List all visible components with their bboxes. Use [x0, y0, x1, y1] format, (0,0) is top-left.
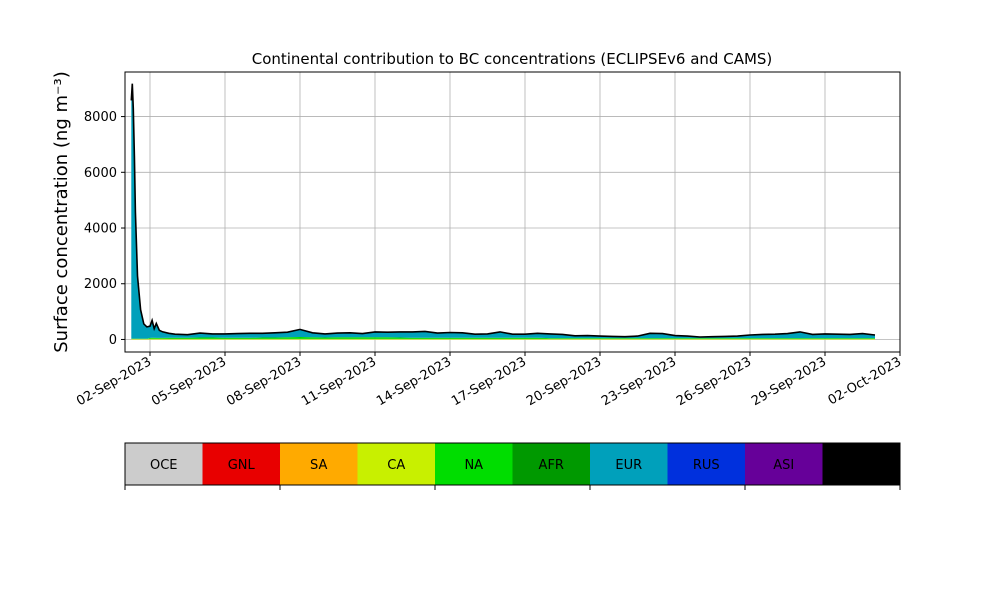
legend-label: SA	[310, 458, 327, 473]
area-rus	[131, 83, 876, 338]
area-na	[131, 337, 876, 339]
x-tick-label: 11-Sep-2023	[299, 354, 379, 409]
total-line	[130, 83, 876, 338]
x-tick-label: 29-Sep-2023	[749, 354, 829, 409]
legend-swatch-asi	[745, 443, 823, 485]
x-tick-label: 02-Sep-2023	[74, 354, 154, 409]
legend-label: CA	[387, 458, 405, 473]
legend-label: OCE	[150, 458, 178, 473]
area-eur	[131, 85, 876, 339]
x-tick-label: 08-Sep-2023	[224, 354, 304, 409]
x-tick-label: 26-Sep-2023	[674, 354, 754, 409]
x-tick-label: 20-Sep-2023	[524, 354, 604, 409]
colorbar-legend: OCE GNL SA CA NA AFR EUR RUS ASI AUS	[124, 442, 901, 490]
grid-lines	[125, 72, 901, 352]
stacked-areas	[130, 83, 876, 340]
legend-frame	[124, 442, 901, 486]
y-tick-label: 8000	[84, 110, 117, 125]
legend-label: EUR	[615, 458, 642, 473]
legend-swatch-rus	[667, 443, 745, 485]
x-tick-label: 05-Sep-2023	[149, 354, 229, 409]
legend-label: GNL	[228, 458, 256, 473]
y-tick-label: 2000	[84, 277, 117, 292]
legend-swatch-afr	[512, 443, 590, 485]
area-ca	[131, 338, 876, 340]
legend-swatch-gnl	[202, 443, 280, 485]
legend-swatch-sa	[280, 443, 358, 485]
x-tick-label: 02-Oct-2023	[826, 354, 904, 408]
y-tick-label: 6000	[84, 166, 117, 181]
y-axis-label: Surface concentration (ng m⁻³)	[51, 71, 72, 353]
legend-swatch-na	[435, 443, 513, 485]
x-tick-label: 17-Sep-2023	[449, 354, 529, 409]
legend-label: NA	[464, 458, 483, 473]
legend-label: ASI	[773, 458, 794, 473]
legend-swatch-aus	[822, 443, 900, 485]
legend-label: AUS	[848, 458, 875, 473]
legend-swatch-ca	[357, 443, 435, 485]
legend-label: AFR	[539, 458, 564, 473]
x-tick-label: 23-Sep-2023	[599, 354, 679, 409]
plot-frame	[124, 71, 901, 353]
y-tick-label: 0	[109, 333, 117, 348]
chart-title: Continental contribution to BC concentra…	[252, 50, 773, 68]
axes: 0200040006000800002-Sep-202305-Sep-20230…	[74, 71, 904, 409]
x-tick-label: 14-Sep-2023	[374, 354, 454, 409]
legend-swatch-eur	[590, 443, 668, 485]
legend-label: RUS	[693, 458, 720, 473]
y-tick-label: 4000	[84, 222, 117, 237]
legend-swatch-oce	[125, 443, 203, 485]
